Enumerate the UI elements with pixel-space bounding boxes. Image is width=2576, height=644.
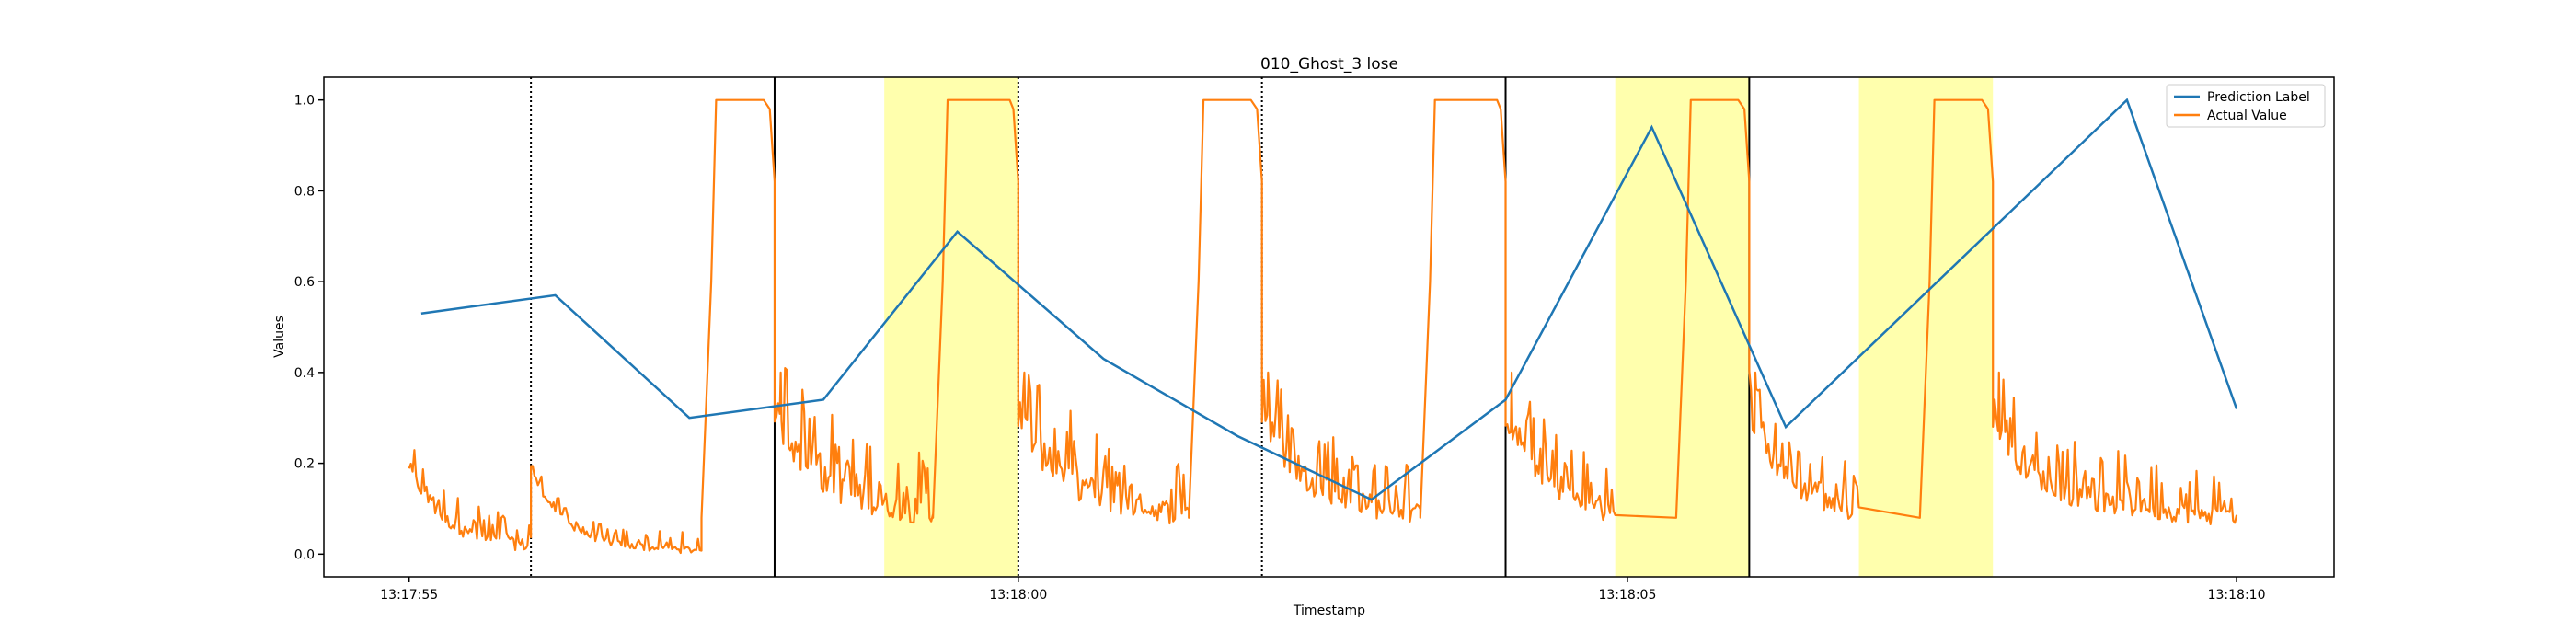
axes: 13:17:55 13:18:00 13:18:05 13:18:10 0.0 0.2 0.… bbox=[294, 76, 2335, 603]
y-tick-label: 0.4 bbox=[294, 366, 315, 381]
plot-area bbox=[324, 77, 2334, 577]
highlight-band bbox=[1858, 77, 1994, 577]
highlight-bands bbox=[884, 77, 1994, 577]
y-tick-label: 0.8 bbox=[294, 184, 315, 199]
x-tick-label: 13:18:10 bbox=[2208, 588, 2266, 603]
y-tick-label: 0.6 bbox=[294, 275, 315, 290]
legend-label: Actual Value bbox=[2207, 109, 2287, 123]
legend-box bbox=[2166, 84, 2326, 128]
x-tick-label: 13:17:55 bbox=[380, 588, 438, 603]
y-tick-label: 1.0 bbox=[294, 94, 315, 109]
x-tick-label: 13:18:00 bbox=[989, 588, 1047, 603]
y-tick-label: 0.2 bbox=[294, 457, 315, 472]
legend: Prediction Label Actual Value bbox=[2166, 84, 2326, 128]
x-tick-label: 13:18:05 bbox=[1598, 588, 1656, 603]
plot-background-layer bbox=[324, 77, 2334, 577]
highlight-band bbox=[1615, 77, 1750, 577]
series-actual-value bbox=[408, 98, 2238, 555]
y-tick-label: 0.0 bbox=[294, 547, 315, 562]
chart-title: 010_Ghost_3 lose bbox=[1260, 55, 1398, 74]
x-axis-label: Timestamp bbox=[1293, 604, 1365, 618]
axes-frame bbox=[323, 76, 2335, 578]
legend-label: Prediction Label bbox=[2207, 90, 2310, 105]
y-axis-label: Values bbox=[272, 316, 287, 358]
series-lines bbox=[408, 98, 2238, 555]
